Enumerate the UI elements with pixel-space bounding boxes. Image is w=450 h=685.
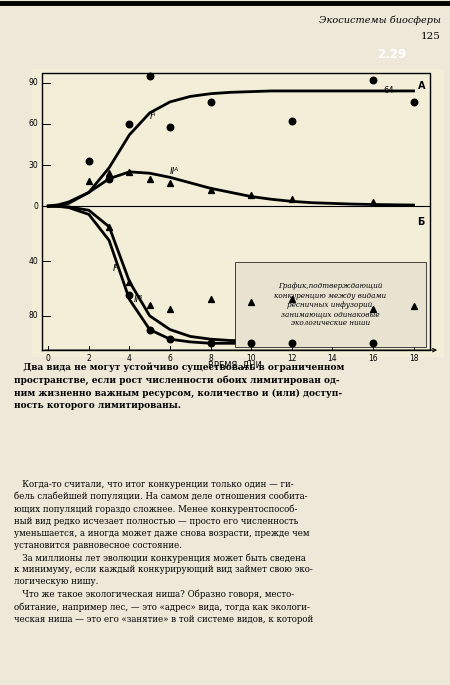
- Point: [85, 176, 92, 187]
- Point: [369, 303, 377, 314]
- Point: [369, 75, 377, 86]
- Text: 2.29: 2.29: [377, 47, 406, 60]
- Text: Когда-то считали, что итог конкуренции только один — ги-
бель слабейшей популяци: Когда-то считали, что итог конкуренции т…: [14, 479, 313, 623]
- Text: А: А: [418, 82, 425, 91]
- Text: 105: 105: [383, 339, 399, 348]
- Text: IIᴮ: IIᴮ: [134, 295, 143, 304]
- Point: [126, 166, 133, 177]
- Point: [248, 190, 255, 201]
- Text: ВРЕМЯ, ДНИ: ВРЕМЯ, ДНИ: [208, 361, 262, 370]
- Point: [146, 324, 153, 335]
- Text: 64: 64: [383, 86, 394, 95]
- Point: [146, 173, 153, 184]
- Point: [207, 294, 214, 305]
- Text: 0: 0: [46, 354, 51, 363]
- Text: Iᴮ: Iᴮ: [113, 264, 120, 273]
- Text: Iᴬ: Iᴬ: [150, 112, 156, 121]
- Text: 30: 30: [28, 160, 38, 169]
- Point: [166, 303, 174, 314]
- Point: [126, 119, 133, 129]
- Point: [288, 338, 295, 349]
- Text: IIᴬ: IIᴬ: [170, 167, 179, 176]
- Point: [248, 338, 255, 349]
- FancyBboxPatch shape: [235, 262, 426, 347]
- Text: График,подтверждающий
конкуренцию между видами
ресничных инфузорий,
занимающих о: График,подтверждающий конкуренцию между …: [274, 282, 387, 327]
- Point: [126, 276, 133, 287]
- Text: 12: 12: [287, 354, 297, 363]
- Text: 125: 125: [421, 32, 441, 41]
- Point: [105, 173, 112, 184]
- Point: [248, 297, 255, 308]
- Text: Два вида не могут устойчиво существовать в ограниченном
пространстве, если рост : Два вида не могут устойчиво существовать…: [14, 363, 344, 410]
- Point: [369, 197, 377, 208]
- Point: [369, 338, 377, 349]
- Point: [105, 168, 112, 179]
- Text: 14: 14: [328, 354, 337, 363]
- Text: 80: 80: [28, 312, 38, 321]
- Point: [146, 299, 153, 310]
- Point: [166, 334, 174, 345]
- Point: [85, 155, 92, 166]
- Point: [288, 294, 295, 305]
- Point: [166, 177, 174, 188]
- Text: 0: 0: [33, 201, 38, 211]
- Point: [207, 338, 214, 349]
- Text: 10: 10: [247, 354, 256, 363]
- Text: 90: 90: [28, 78, 38, 87]
- Point: [146, 71, 153, 82]
- Text: Б: Б: [418, 217, 425, 227]
- Text: 60: 60: [28, 119, 38, 128]
- Text: 40: 40: [28, 256, 38, 266]
- Text: 16: 16: [368, 354, 378, 363]
- Text: 4: 4: [127, 354, 132, 363]
- Point: [166, 121, 174, 132]
- Text: 6: 6: [167, 354, 172, 363]
- Text: 8: 8: [208, 354, 213, 363]
- Point: [410, 97, 417, 108]
- Point: [126, 290, 133, 301]
- Point: [207, 184, 214, 195]
- Point: [288, 116, 295, 127]
- Point: [105, 221, 112, 232]
- Point: [410, 301, 417, 312]
- Text: 18: 18: [409, 354, 419, 363]
- Text: Экосистемы биосферы: Экосистемы биосферы: [319, 15, 441, 25]
- Text: 2: 2: [86, 354, 91, 363]
- Point: [207, 97, 214, 108]
- Point: [288, 194, 295, 205]
